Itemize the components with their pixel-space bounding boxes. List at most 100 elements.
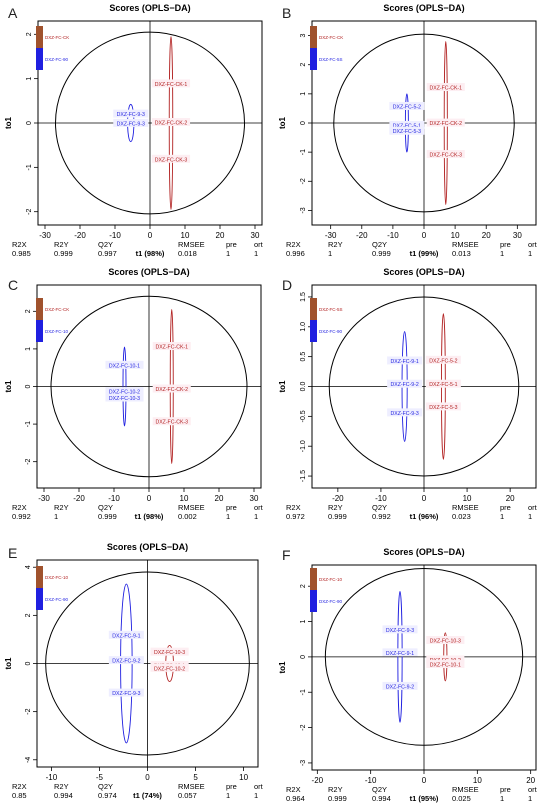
data-point-label: DXZ-FC-CK-3: [429, 153, 462, 159]
stat-header: pre: [226, 240, 237, 249]
x-tick-label: 0: [145, 773, 150, 782]
point-label-bg: [389, 101, 425, 110]
stat-header: R2X: [12, 240, 27, 249]
x-tick-label: -10: [365, 776, 377, 785]
x-tick-label: 20: [215, 494, 224, 503]
stat-header: RMSEE: [178, 503, 205, 512]
x-tick-label: -20: [332, 494, 344, 503]
stat-header: RMSEE: [452, 785, 479, 794]
stat-value: 0.997: [98, 249, 117, 258]
stat-value: 0.994: [372, 794, 391, 803]
data-point-label: DXZ-FC-10-3: [430, 638, 461, 644]
y-tick-label: -1: [300, 689, 307, 695]
point-label-bg: [151, 118, 191, 126]
stat-header: R2X: [12, 782, 27, 791]
y-tick-label: 1: [300, 620, 307, 624]
y-tick-label: 0: [25, 661, 32, 665]
data-point-label: DXZ-FC-9-2: [386, 684, 414, 690]
stat-value: 0.964: [286, 794, 305, 803]
stat-header: ort: [528, 503, 538, 512]
point-label-bg: [426, 150, 465, 159]
chart-title: Scores (OPLS−DA): [108, 267, 189, 277]
hotelling-ellipse: [324, 568, 524, 746]
point-label-bg: [150, 647, 189, 656]
y-tick-label: -2: [26, 208, 33, 214]
y-tick-label: 1.5: [300, 292, 307, 302]
data-point-label: DXZ-FC-5-2: [429, 358, 457, 364]
data-point-label: DXZ-FC-CK-2: [429, 121, 462, 127]
y-axis-label: to1: [278, 116, 287, 129]
stat-header: Q2Y: [98, 240, 113, 249]
stat-value: 1: [328, 249, 332, 258]
y-tick-label: 0: [300, 655, 307, 659]
point-label-bg: [151, 79, 191, 88]
stat-header: R2X: [286, 503, 301, 512]
legend-label: DXZ-FC-90: [45, 597, 68, 602]
y-tick-label: 2: [300, 63, 307, 67]
stat-value: 0.999: [98, 512, 117, 521]
stat-header: ort: [528, 240, 538, 249]
point-label-bg: [389, 120, 425, 129]
panel-letter: D: [282, 277, 292, 293]
x-tick-label: -10: [375, 494, 387, 503]
x-tick-label: 0: [422, 494, 427, 503]
legend-swatch: [36, 298, 43, 320]
data-point-label: DXZ-FC-CK-2: [155, 387, 188, 393]
x-tick-label: 10: [463, 494, 472, 503]
y-tick-label: 4: [25, 565, 32, 569]
panel-f: F Scores (OPLS−DA)-20 -10 0 10 20-3-2-1012to1…: [278, 547, 538, 803]
stat-value: 0.999: [372, 249, 391, 258]
point-label-bg: [426, 655, 465, 664]
stat-header: R2Y: [328, 785, 343, 794]
legend-swatch: [36, 566, 43, 588]
stat-value: 1: [500, 794, 504, 803]
y-tick-label: 2: [26, 32, 33, 36]
x-tick-label: 10: [181, 231, 190, 240]
panel-letter: E: [8, 545, 17, 561]
group-ellipse: [122, 346, 127, 427]
x-tick-label: -10: [109, 231, 121, 240]
y-tick-label: -2: [25, 708, 32, 714]
stat-header: R2Y: [54, 240, 69, 249]
data-point-label: DXZ-FC-9-2: [390, 382, 418, 388]
point-label-bg: [152, 342, 191, 351]
hotelling-ellipse: [328, 296, 520, 477]
data-point-label: DXZ-FC-5-2: [393, 104, 421, 110]
x-tick-label: 5: [193, 773, 198, 782]
x-tick-label: 20: [482, 231, 491, 240]
stat-header: R2X: [12, 503, 27, 512]
y-tick-label: 0: [300, 121, 307, 125]
legend-label: DXZ-FC-CK: [319, 35, 343, 40]
y-axis-label: to1: [278, 661, 287, 674]
y-tick-label: 2: [25, 309, 32, 313]
x-tick-label: 10: [180, 494, 189, 503]
y-axis-label: to1: [4, 116, 13, 129]
y-tick-label: 0.0: [300, 382, 307, 392]
data-point-label: DXZ-FC-10-3: [109, 396, 140, 402]
stat-header: Q2Y: [372, 240, 387, 249]
legend-swatch: [310, 568, 317, 590]
legend-label: DXZ-FC-CK: [45, 35, 69, 40]
y-tick-label: -1: [300, 149, 307, 155]
point-label-bg: [389, 126, 425, 135]
stat-value: 0.002: [178, 512, 197, 521]
point-label-bg: [387, 379, 423, 388]
legend-label: DXZ-FC-5S: [319, 57, 343, 62]
stat-value: 1: [226, 249, 230, 258]
stat-header: R2Y: [328, 240, 343, 249]
legend-swatch: [36, 588, 43, 610]
stat-value: 1: [528, 794, 532, 803]
y-tick-label: 1.0: [300, 322, 307, 332]
data-point-label: DXZ-FC-CK-1: [155, 345, 188, 351]
stat-header: ort: [254, 240, 264, 249]
data-point-label: DXZ-FC-9-1: [112, 633, 140, 639]
point-label-bg: [152, 417, 191, 426]
stat-value: 1: [500, 249, 504, 258]
point-label-bg: [105, 393, 144, 402]
data-point-label: DXZ-FC-10-2: [109, 390, 140, 396]
x-tick-label: -30: [325, 231, 337, 240]
y-tick-label: 1: [25, 347, 32, 351]
y-tick-label: -1.5: [300, 470, 307, 482]
x-tick-label: 0: [147, 494, 152, 503]
